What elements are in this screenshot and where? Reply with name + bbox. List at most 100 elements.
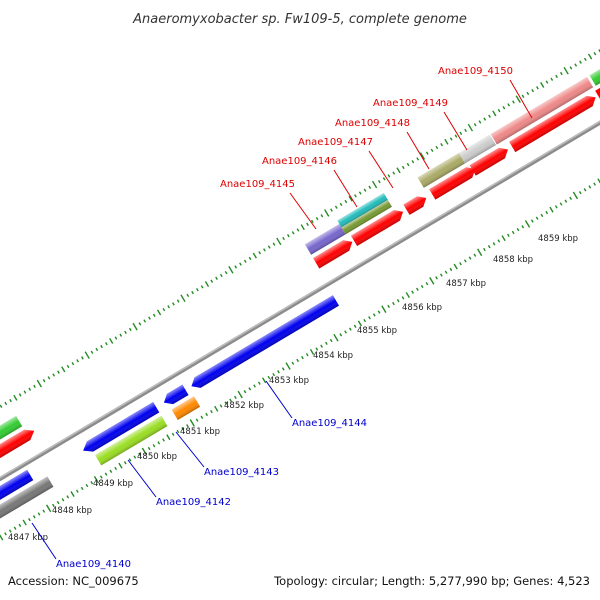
gene-leader-line: [127, 459, 157, 498]
tick-mark-upper: [57, 370, 60, 374]
tick-labels: 4847 kbp 4848 kbp 4849 kbp 4850 kbp 4851 kbp…: [8, 234, 578, 543]
gene-label-reverse[interactable]: Anae109_4140: [56, 559, 131, 570]
tick-mark-upper: [95, 347, 99, 352]
tick-mark-upper: [196, 288, 199, 292]
tick-mark-upper: [401, 165, 405, 170]
tick-label: 4849 kbp: [93, 479, 133, 489]
tick-mark-lower: [133, 455, 137, 459]
tick-mark-upper: [531, 88, 534, 93]
tick-mark-upper: [36, 379, 42, 388]
gene-label-forward[interactable]: Anae109_4147: [298, 137, 373, 148]
tick-mark-lower: [554, 205, 558, 209]
tick-mark-upper: [344, 199, 348, 204]
gene-arrow-anae109-4150[interactable]: [490, 76, 594, 145]
tick-mark-lower: [171, 432, 175, 436]
tick-mark-upper: [459, 131, 463, 135]
tick-mark-upper: [464, 128, 467, 133]
tick-label: 4856 kbp: [402, 303, 442, 313]
tick-mark-upper: [267, 245, 271, 249]
tick-mark-lower: [425, 281, 429, 286]
gene-arrow-anae109-4149-red[interactable]: [429, 164, 478, 200]
tick-mark-lower: [85, 483, 89, 488]
tick-mark-lower: [511, 230, 515, 235]
tick-mark-upper: [228, 266, 234, 274]
gene-arrow-anae109-4145-red[interactable]: [313, 237, 355, 269]
gene-arrow-anae109-4140[interactable]: [0, 469, 34, 515]
tick-mark-upper: [42, 379, 46, 383]
tick-mark-lower: [597, 178, 600, 185]
tick-label: 4853 kbp: [269, 376, 309, 386]
gene-arrow-anae109-4144[interactable]: [188, 295, 339, 391]
gene-arrow-forward-left[interactable]: [0, 426, 37, 459]
gene-arrow-anae109-4146[interactable]: [337, 192, 388, 228]
tick-mark-upper: [138, 322, 142, 326]
tick-mark-upper: [593, 52, 597, 56]
tick-mark-lower: [234, 395, 237, 400]
gene-arrow-anae109-4143-blue[interactable]: [161, 384, 189, 408]
tick-mark-upper: [47, 376, 51, 380]
tick-mark-upper: [497, 108, 501, 113]
tick-mark-upper: [425, 151, 429, 155]
gene-label-reverse[interactable]: Anae109_4144: [292, 418, 367, 429]
tick-mark-lower: [545, 210, 549, 215]
gene-arrow-anae109-4143[interactable]: [171, 396, 201, 420]
tick-mark-lower: [468, 256, 472, 260]
gene-arrow-anae109-4148-red[interactable]: [403, 193, 429, 215]
tick-mark-lower: [578, 190, 582, 195]
tick-mark-upper: [252, 252, 257, 259]
tick-mark-lower: [267, 375, 271, 380]
tick-mark-upper: [478, 120, 482, 124]
tick-mark-upper: [191, 290, 194, 295]
gene-label-forward[interactable]: Anae109_4146: [262, 156, 337, 167]
gene-label-forward[interactable]: Anae109_4150: [438, 66, 513, 77]
gene-arrows: [0, 60, 600, 529]
gene-leader-line: [443, 111, 468, 151]
tick-track-upper: [0, 49, 600, 408]
tick-mark-lower: [497, 239, 501, 243]
gene-label-forward[interactable]: Anae109_4148: [335, 118, 410, 129]
tick-mark-lower: [4, 532, 7, 536]
genome-backbone: [0, 89, 600, 512]
tick-mark-lower: [368, 316, 371, 320]
gene-arrow-anae109-4149-red-2[interactable]: [469, 144, 511, 176]
gene-arrow-anae109-4150-red[interactable]: [509, 92, 599, 153]
tick-mark-lower: [253, 384, 256, 388]
gene-arrow-anae109-4148[interactable]: [417, 153, 466, 188]
tick-mark-lower: [104, 472, 108, 476]
gene-arrow-anae109-4149[interactable]: [458, 134, 496, 164]
gene-arrow-anae109-4147[interactable]: [341, 199, 392, 235]
tick-mark-upper: [526, 91, 530, 96]
gene-arrow-anae109-4142[interactable]: [95, 415, 168, 466]
tick-mark-upper: [579, 60, 582, 64]
tick-mark-upper: [100, 344, 103, 349]
gene-arrow-anae109-4141[interactable]: [0, 476, 54, 529]
tick-mark-upper: [377, 179, 381, 184]
tick-mark-lower: [118, 462, 123, 469]
gene-arrow-green-right[interactable]: [589, 60, 600, 86]
gene-label-reverse[interactable]: Anae109_4142: [156, 497, 231, 508]
gene-arrow-green-left[interactable]: [0, 415, 23, 450]
gene-label-forward[interactable]: Anae109_4149: [373, 98, 448, 109]
tick-mark-upper: [286, 234, 290, 238]
tick-mark-lower: [305, 353, 309, 357]
tick-mark-lower: [320, 344, 323, 348]
tick-mark-upper: [536, 86, 539, 90]
tick-mark-upper: [52, 373, 56, 377]
tick-mark-lower: [205, 412, 209, 417]
tick-mark-upper: [411, 160, 415, 164]
gene-label-reverse[interactable]: Anae109_4143: [204, 467, 279, 478]
gene-arrow-anae109-4147-red[interactable]: [350, 207, 406, 247]
tick-mark-upper: [358, 191, 362, 195]
tick-mark-lower: [357, 320, 363, 327]
gene-arrow-anae109-4142-blue[interactable]: [80, 402, 160, 456]
gene-label-forward[interactable]: Anae109_4145: [220, 179, 295, 190]
tick-label: 4850 kbp: [137, 452, 177, 462]
tick-mark-upper: [28, 387, 32, 391]
gene-arrow-anae109-4145[interactable]: [304, 223, 346, 255]
tick-mark-lower: [32, 515, 36, 519]
tick-mark-lower: [93, 476, 100, 484]
tick-mark-lower: [109, 469, 113, 473]
tick-mark-lower: [61, 498, 65, 502]
tick-mark-upper: [219, 273, 223, 278]
